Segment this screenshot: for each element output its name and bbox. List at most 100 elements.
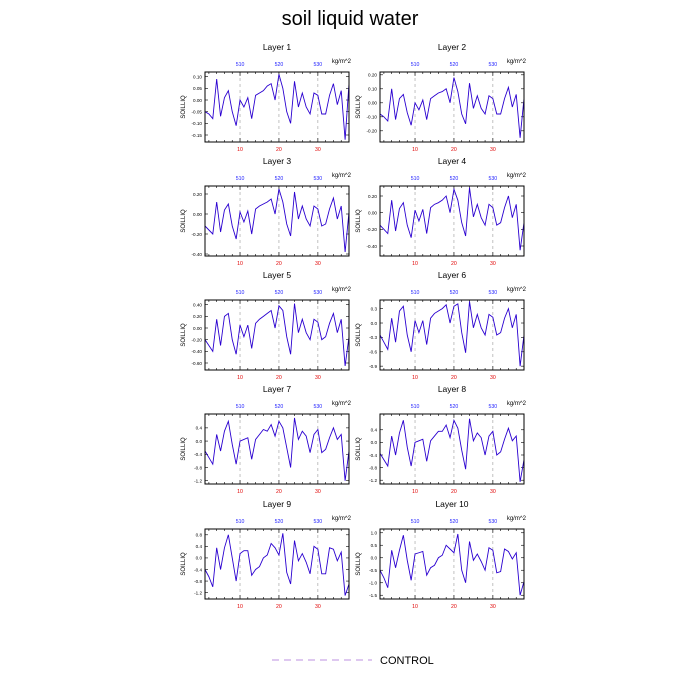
series-line-control xyxy=(380,77,524,138)
legend: CONTROL xyxy=(270,650,470,670)
y-tick-label: 0.0 xyxy=(371,321,378,326)
y-axis-label: SOILLIQ xyxy=(356,552,362,576)
y-tick-label: 1.0 xyxy=(371,531,378,536)
legend-label-control: CONTROL xyxy=(380,655,434,667)
top-tick-label: 510 xyxy=(411,62,420,68)
y-tick-label: -0.20 xyxy=(367,227,378,232)
plot-frame xyxy=(204,71,350,143)
y-tick-label: 0.00 xyxy=(193,212,202,217)
plot-frame xyxy=(379,185,525,257)
x-tick-label: 10 xyxy=(237,604,243,610)
units-label: kg/m^2 xyxy=(332,401,352,407)
units-label: kg/m^2 xyxy=(507,401,527,407)
plot-frame xyxy=(204,185,350,257)
y-tick-label: 0.00 xyxy=(368,210,377,215)
y-tick-label: 0.10 xyxy=(193,74,202,79)
y-axis-label: SOILLIQ xyxy=(356,323,362,347)
top-tick-label: 520 xyxy=(275,176,284,182)
units-label: kg/m^2 xyxy=(332,59,352,65)
y-tick-label: 0.00 xyxy=(193,98,202,103)
x-tick-label: 30 xyxy=(315,147,321,153)
top-tick-label: 510 xyxy=(236,62,245,68)
y-tick-label: -0.9 xyxy=(369,364,377,369)
layer-2-plot: Layer 2 kg/m^2 0.20 0.10 0.00 -0.10 -0.20 10 20 3… xyxy=(356,42,527,153)
x-tick-label: 20 xyxy=(276,261,282,267)
y-tick-label: -0.3 xyxy=(369,335,377,340)
y-tick-label: -0.20 xyxy=(367,129,378,134)
plot-frame xyxy=(379,413,525,485)
x-tick-label: 30 xyxy=(490,489,496,495)
y-tick-label: -0.10 xyxy=(192,121,203,126)
panel-layer-8: Layer 8 kg/m^2 0.4 0.0 -0.4 -0.8 -1.2 10 20 30 510… xyxy=(350,382,540,495)
top-tick-label: 510 xyxy=(236,290,245,296)
top-tick-label: 510 xyxy=(236,404,245,410)
top-tick-label: 530 xyxy=(314,176,323,182)
series-line-control xyxy=(380,533,524,596)
y-tick-label: 0.00 xyxy=(193,326,202,331)
y-tick-label: -1.2 xyxy=(194,478,202,483)
panel-title: Layer 1 xyxy=(263,42,292,52)
y-tick-label: 0.40 xyxy=(193,302,202,307)
series-line-control xyxy=(205,188,349,253)
top-tick-label: 510 xyxy=(411,519,420,525)
top-tick-label: 530 xyxy=(489,290,498,296)
panel-title: Layer 8 xyxy=(438,384,467,394)
series-line-control xyxy=(380,187,524,251)
y-tick-label: -1.5 xyxy=(369,593,377,598)
top-tick-label: 520 xyxy=(275,404,284,410)
plot-frame xyxy=(204,299,350,371)
top-tick-label: 530 xyxy=(489,404,498,410)
x-tick-label: 20 xyxy=(276,489,282,495)
x-tick-label: 30 xyxy=(315,489,321,495)
layer-3-plot: Layer 3 kg/m^2 0.20 0.00 -0.20 -0.40 10 20 30 510… xyxy=(181,156,352,267)
y-tick-label: -0.4 xyxy=(194,452,202,457)
x-tick-label: 10 xyxy=(237,375,243,381)
y-tick-label: 0.20 xyxy=(193,192,202,197)
y-tick-label: -0.40 xyxy=(367,244,378,249)
layer-9-plot: Layer 9 kg/m^2 0.8 0.4 0.0 -0.4 -0.8 -1.2 10 20 30… xyxy=(181,499,352,610)
y-tick-label: 0.10 xyxy=(368,87,377,92)
top-tick-label: 510 xyxy=(411,404,420,410)
y-tick-label: -1.2 xyxy=(369,478,377,483)
top-tick-label: 530 xyxy=(489,62,498,68)
x-tick-label: 30 xyxy=(490,604,496,610)
y-tick-label: -0.6 xyxy=(369,350,377,355)
top-tick-label: 520 xyxy=(275,290,284,296)
y-axis-label: SOILLIQ xyxy=(181,209,187,233)
y-tick-label: -0.05 xyxy=(192,109,203,114)
x-tick-label: 20 xyxy=(451,375,457,381)
panel-layer-4: Layer 4 kg/m^2 0.20 0.00 -0.20 -0.40 10 20 30 510… xyxy=(350,154,540,267)
y-tick-label: -0.40 xyxy=(192,349,203,354)
y-tick-label: -0.60 xyxy=(192,361,203,366)
top-tick-label: 520 xyxy=(450,519,459,525)
y-tick-label: 0.4 xyxy=(196,544,203,549)
x-tick-label: 20 xyxy=(276,604,282,610)
layer-5-plot: Layer 5 kg/m^2 0.40 0.20 0.00 -0.20 -0.40 -0.60… xyxy=(181,270,352,381)
y-tick-label: 0.20 xyxy=(368,73,377,78)
top-tick-label: 530 xyxy=(314,62,323,68)
y-tick-label: -1.2 xyxy=(194,590,202,595)
layer-10-plot: Layer 10 kg/m^2 1.0 0.5 0.0 -0.5 -1.0 -1.5 10 20 3… xyxy=(356,499,527,610)
series-line-control xyxy=(380,418,524,482)
layer-4-plot: Layer 4 kg/m^2 0.20 0.00 -0.20 -0.40 10 20 30 510… xyxy=(356,156,527,267)
y-tick-label: 0.0 xyxy=(371,440,378,445)
top-tick-label: 520 xyxy=(450,404,459,410)
y-tick-label: -0.4 xyxy=(194,567,202,572)
top-tick-label: 530 xyxy=(314,290,323,296)
y-axis-label: SOILLIQ xyxy=(181,95,187,119)
y-tick-label: -0.10 xyxy=(367,115,378,120)
plot-frame xyxy=(204,413,350,485)
top-tick-label: 530 xyxy=(314,519,323,525)
panel-layer-2: Layer 2 kg/m^2 0.20 0.10 0.00 -0.10 -0.20 10 20 3… xyxy=(350,40,540,153)
y-axis-label: SOILLIQ xyxy=(181,552,187,576)
units-label: kg/m^2 xyxy=(507,59,527,65)
series-line-control xyxy=(380,301,524,367)
plot-frame xyxy=(379,71,525,143)
top-tick-label: 510 xyxy=(411,290,420,296)
top-tick-label: 530 xyxy=(314,404,323,410)
y-axis-label: SOILLIQ xyxy=(356,209,362,233)
series-line-control xyxy=(205,74,349,140)
x-tick-label: 20 xyxy=(451,261,457,267)
top-tick-label: 520 xyxy=(450,62,459,68)
x-tick-label: 20 xyxy=(276,147,282,153)
